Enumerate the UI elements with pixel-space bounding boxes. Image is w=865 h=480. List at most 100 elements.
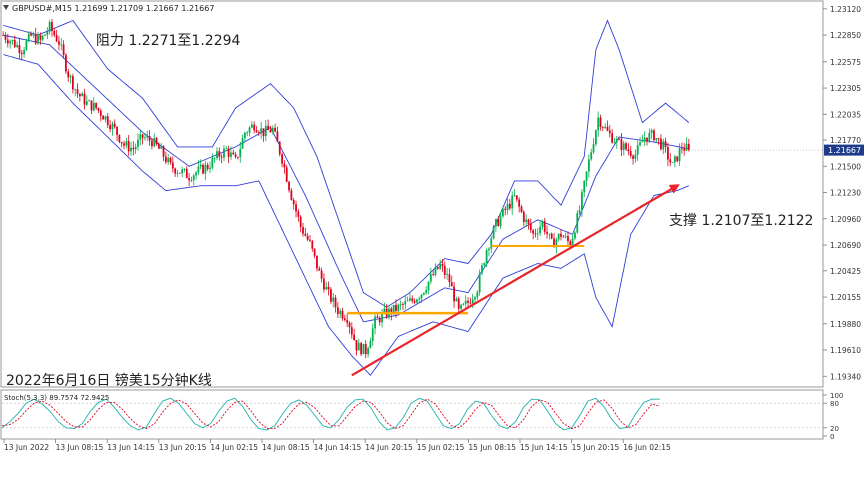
candle-body: [144, 137, 146, 139]
candle-body: [274, 127, 277, 132]
candle-body: [97, 108, 100, 111]
candle: [443, 261, 446, 279]
candle: [325, 281, 328, 291]
candle-body: [364, 343, 367, 355]
candle-body: [104, 116, 107, 120]
candle: [232, 149, 235, 155]
candle-body: [39, 35, 42, 40]
candle-body: [336, 307, 339, 315]
candle-body: [60, 44, 63, 46]
candle-body: [227, 148, 230, 157]
candle-body: [290, 190, 293, 200]
candle: [299, 215, 302, 233]
candle: [548, 233, 551, 240]
candle: [648, 128, 651, 143]
candle-body: [655, 137, 658, 141]
candle-body: [436, 266, 439, 269]
candle: [23, 47, 25, 58]
candle: [646, 137, 648, 146]
candle-body: [578, 210, 581, 214]
price-tick-label: 1.20155: [830, 293, 861, 302]
candle: [636, 139, 639, 161]
price-panel[interactable]: [0, 0, 824, 388]
candle: [369, 337, 372, 349]
time-tick-label: 13 Jun 08:15: [56, 443, 104, 452]
candle: [51, 19, 53, 37]
time-tick-label: 13 Jun 20:15: [159, 443, 207, 452]
candle: [409, 291, 411, 302]
candle: [546, 225, 548, 239]
candle: [227, 145, 230, 164]
candle: [587, 154, 590, 178]
candle: [274, 123, 277, 133]
candle-body: [206, 164, 209, 169]
candle: [413, 298, 416, 305]
candle: [295, 200, 297, 218]
candle: [120, 141, 123, 148]
time-tick-label: 15 Jun 20:15: [572, 443, 620, 452]
candle: [234, 151, 237, 159]
candle-body: [241, 138, 244, 149]
candle: [144, 133, 146, 141]
candle: [199, 159, 202, 170]
candle-body: [141, 134, 144, 138]
candle-body: [425, 290, 428, 293]
candle: [348, 321, 351, 334]
candle: [676, 156, 679, 163]
candle-body: [81, 93, 84, 97]
candle-body: [687, 143, 690, 151]
candle-body: [562, 236, 565, 238]
candle: [599, 114, 602, 131]
candle: [511, 191, 514, 215]
candle-body: [636, 145, 639, 155]
candle: [527, 218, 530, 230]
candle: [404, 295, 407, 310]
candle-body: [288, 181, 290, 191]
candle: [6, 33, 9, 48]
candle-body: [44, 34, 46, 36]
time-tick-label: 13 Jun 2022: [4, 443, 49, 452]
candle: [594, 129, 597, 147]
current-price-tag: 1.21667: [824, 144, 864, 156]
candle: [420, 293, 423, 304]
candle: [378, 315, 381, 326]
candle-body: [420, 294, 423, 299]
stoch-tick-label: 80: [830, 400, 839, 408]
candle-body: [102, 115, 105, 120]
candle-body: [534, 233, 537, 235]
candle-body: [160, 146, 163, 149]
price-tick-label: 1.22305: [830, 84, 861, 93]
candle-body: [434, 266, 437, 275]
price-tick-label: 1.19880: [830, 320, 861, 329]
candle-body: [188, 178, 191, 181]
candle-body: [13, 40, 16, 47]
candle: [137, 133, 139, 151]
candle-body: [69, 76, 72, 78]
candle: [253, 121, 256, 134]
stochastic-panel[interactable]: [0, 389, 824, 440]
candle-body: [662, 141, 665, 150]
candle-body: [113, 123, 116, 127]
candle-body: [78, 93, 81, 97]
candle: [618, 136, 621, 141]
stoch-tick-label: 100: [830, 392, 843, 400]
candle-body: [650, 130, 653, 134]
candle: [323, 273, 325, 293]
candle: [520, 204, 523, 213]
candle: [622, 140, 625, 156]
candle-body: [218, 151, 221, 157]
candle-body: [543, 221, 546, 232]
candle-body: [513, 195, 516, 197]
bollinger-lower-line: [3, 54, 689, 377]
candle-body: [457, 298, 460, 309]
candle: [669, 152, 672, 167]
candle-body: [51, 21, 53, 31]
candle-body: [111, 123, 114, 130]
candle-body: [197, 166, 200, 173]
candle-body: [318, 268, 321, 271]
current-price-label: 1.21667: [828, 146, 861, 155]
candle: [130, 141, 132, 156]
candle: [111, 121, 114, 136]
candle-body: [525, 219, 528, 223]
